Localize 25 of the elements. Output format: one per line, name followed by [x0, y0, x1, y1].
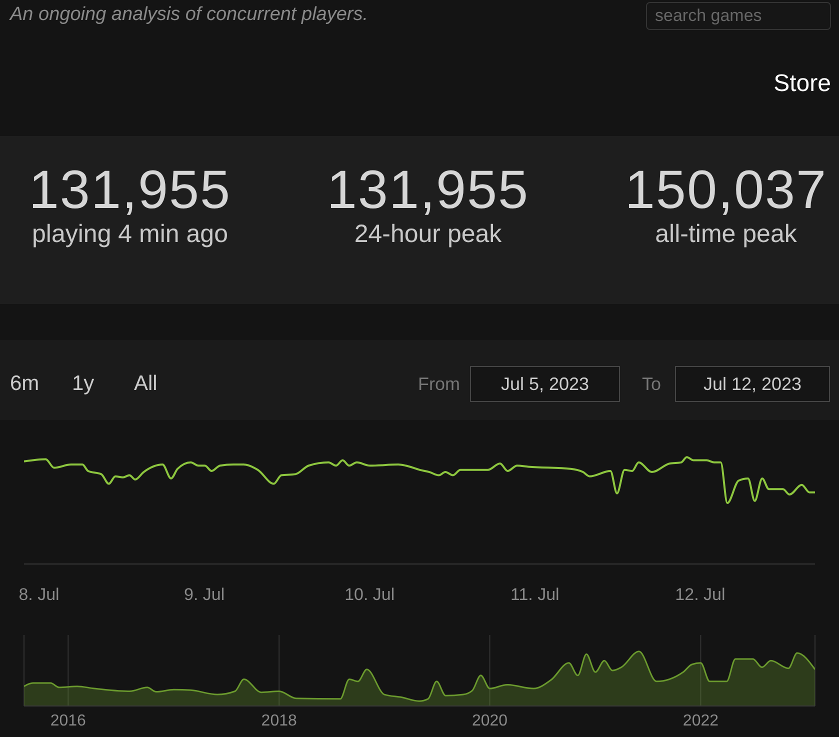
- text: An ongoing analysis of concurrent players.: [10, 4, 368, 26]
- text: Store: [774, 70, 831, 98]
- x-tick-label: 9. Jul: [184, 585, 225, 604]
- text: To: [642, 374, 662, 395]
- x-tick-label: 2016: [50, 712, 86, 730]
- start-date-field: Jul 5, 2023: [470, 366, 620, 402]
- text: From: [418, 374, 460, 395]
- text: 131,955: [326, 160, 530, 220]
- x-tick-label: 2020: [472, 712, 508, 730]
- end-date-field: Jul 12, 2023: [675, 366, 830, 402]
- text: 1y: [72, 372, 94, 396]
- x-tick-label: 10. Jul: [344, 585, 395, 604]
- x-tick-label: 8. Jul: [18, 585, 60, 604]
- x-tick-label: 2022: [682, 712, 719, 730]
- search-field: search games: [646, 2, 831, 30]
- text: 24-hour peak: [353, 220, 503, 249]
- x-tick-label: 11. Jul: [510, 585, 560, 604]
- text: playing 4 min ago: [31, 220, 229, 249]
- text: All: [134, 372, 158, 396]
- text: 131,955: [28, 160, 232, 220]
- text: all-time peak: [654, 220, 798, 249]
- x-tick-label: 2018: [261, 712, 298, 730]
- text: 150,037: [624, 160, 828, 220]
- text: 6m: [10, 372, 40, 396]
- x-tick-label: 12. Jul: [675, 585, 726, 604]
